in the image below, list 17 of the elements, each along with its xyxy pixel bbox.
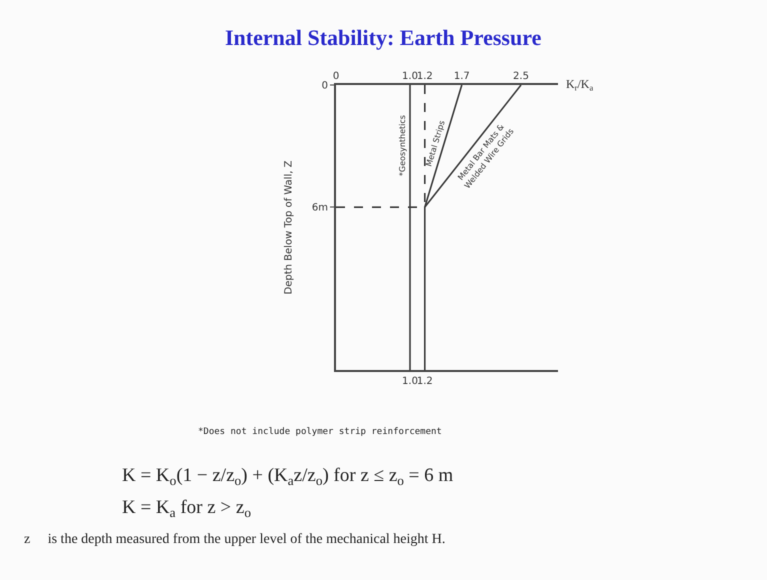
x-tick-label: 1.7	[454, 71, 470, 82]
text: *Geosynthetics	[398, 115, 407, 176]
text: Metal Strips	[424, 119, 447, 168]
text: K = K$_{a}$ for z > z$_{o}$	[122, 497, 252, 520]
x2-tick-label: 1.2	[416, 376, 433, 387]
y-axis-title: Depth Below Top of Wall, Z	[283, 160, 294, 294]
x2-tick-label: 1.0	[402, 376, 418, 387]
x-tick-label: 1.0	[402, 71, 418, 82]
x-axis-title: K$_{r}$/K$_{a}$	[566, 77, 594, 93]
text: *Does not include polymer strip reinforcement	[198, 427, 442, 437]
chart-title: Internal Stability: Earth Pressure	[225, 25, 542, 50]
x-tick-label: 1.2	[416, 71, 433, 82]
text: K = K$_{o}$(1 − z/z$_{o}$) + (K$_{a}$z/z$_{o}$) for z ≤ z$_{o}$ = 6 m	[122, 465, 454, 488]
x-tick-label: 2.5	[513, 71, 529, 82]
text: z is the depth measured from the upper level of the mechanical height H.	[24, 532, 446, 547]
x-tick-label: 0	[332, 71, 340, 82]
y-tick-label: 6m	[312, 202, 328, 214]
